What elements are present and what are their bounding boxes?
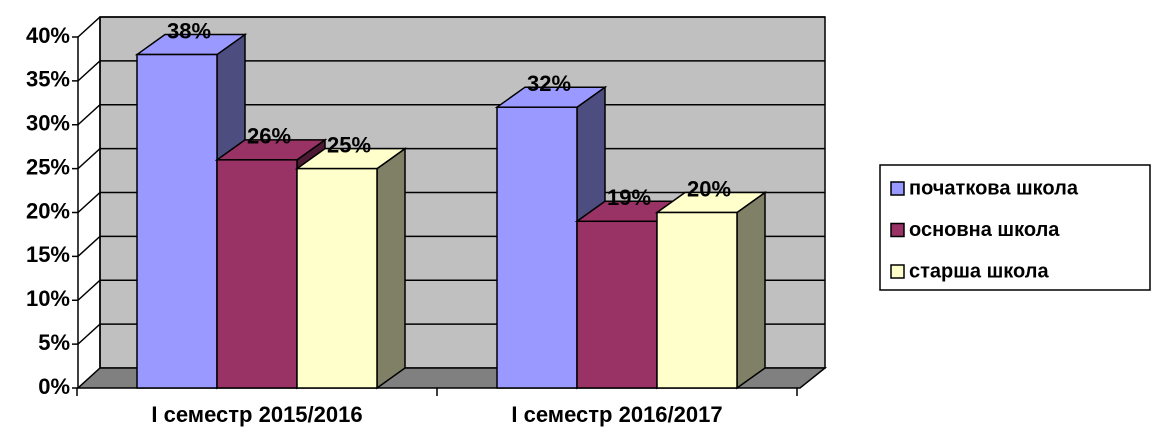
- y-tick-label: 30%: [26, 111, 70, 136]
- bar: [136, 53, 218, 389]
- y-tick-label: 5%: [38, 330, 70, 355]
- legend-swatch: [890, 181, 905, 196]
- legend-label: старша школа: [909, 260, 1049, 282]
- bar: [496, 106, 578, 389]
- data-label: 38%: [167, 18, 211, 43]
- y-tick-label: 10%: [26, 286, 70, 311]
- data-label: 32%: [527, 71, 571, 96]
- legend-swatch: [890, 222, 905, 238]
- y-tick-label: 15%: [26, 242, 70, 267]
- x-tick-label: I семестр 2016/2017: [511, 402, 722, 427]
- data-label: 19%: [607, 185, 651, 210]
- data-label: 20%: [687, 176, 731, 201]
- data-label: 26%: [247, 124, 291, 149]
- legend-label: основна школа: [909, 219, 1060, 241]
- bar-side: [736, 191, 766, 390]
- bar: [576, 220, 658, 389]
- bar: [216, 159, 298, 389]
- y-tick-label: 40%: [26, 23, 70, 48]
- grid-line: [77, 16, 825, 38]
- legend: [879, 164, 1151, 291]
- y-tick-label: 20%: [26, 198, 70, 223]
- data-label: 25%: [327, 132, 371, 157]
- y-tick-label: 0%: [38, 374, 70, 399]
- legend-label: початкова школа: [909, 177, 1079, 199]
- y-tick-label: 25%: [26, 154, 70, 179]
- x-tick-label: I семестр 2015/2016: [151, 402, 362, 427]
- bar: [656, 211, 738, 389]
- bar: [296, 167, 378, 389]
- grid-line: [77, 60, 825, 82]
- y-tick-label: 35%: [26, 67, 70, 92]
- legend-swatch: [890, 264, 905, 279]
- bar-side: [376, 147, 406, 390]
